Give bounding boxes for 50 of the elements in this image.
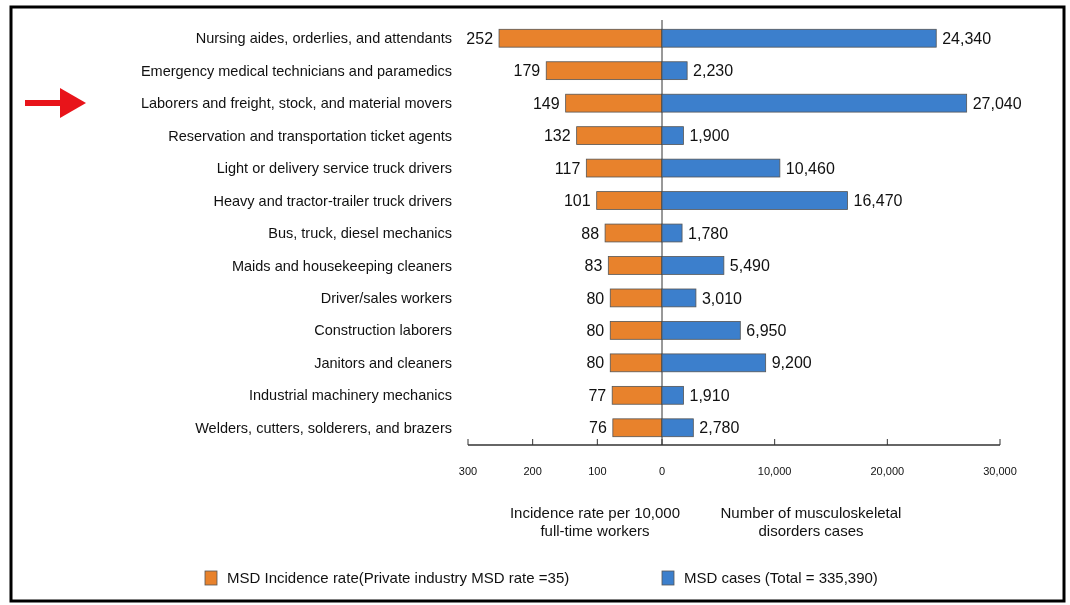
data-label: 2,780 [699, 419, 740, 437]
data-label: 5,490 [729, 257, 770, 275]
x-tick-label: 0 [658, 465, 666, 477]
y-tick-label: Light or delivery service truck drivers [216, 160, 452, 177]
y-tick-label: Reservation and transportation ticket agents [168, 127, 452, 144]
legend-label: MSD Incidence rate(Private industry MSD rate =35) [227, 569, 570, 587]
data-label: 1,780 [688, 224, 729, 242]
data-label: 88 [581, 224, 600, 242]
x-axis-title: Incidence rate per 10,000 full-time workers [509, 504, 681, 539]
data-label: 1,900 [689, 127, 730, 145]
data-label: 132 [543, 127, 571, 145]
data-label: 24,340 [942, 29, 992, 47]
x-tick-label: 100 [588, 465, 607, 477]
y-tick-label: Welders, cutters, solderers, and brazers [195, 419, 452, 436]
data-label: 80 [586, 321, 605, 339]
data-label: 117 [554, 159, 581, 177]
data-label: 101 [563, 192, 591, 210]
y-tick-label: Emergency medical technicians and paramedics [140, 62, 452, 79]
y-tick-label: Bus, truck, diesel mechanics [268, 225, 452, 242]
data-label: 80 [586, 289, 605, 307]
data-label: 2,230 [693, 62, 734, 80]
data-label: 16,470 [853, 192, 903, 210]
x-tick-label: 10,000 [757, 465, 792, 477]
data-label: 77 [588, 386, 607, 404]
data-label: 76 [589, 419, 607, 437]
y-tick-label: Heavy and tractor-trailer truck drivers [213, 192, 452, 209]
x-tick-label: 30,000 [983, 465, 1017, 477]
data-label: 3,010 [701, 289, 743, 307]
x-axis-title: Number of musculoskeletal disorders cases [720, 504, 902, 539]
data-label: 6,950 [746, 321, 787, 339]
data-label: 10,460 [785, 159, 835, 177]
x-tick-label: 200 [523, 465, 542, 477]
legend-label: MSD cases (Total = 335,390) [684, 569, 878, 587]
y-tick-label: Maids and housekeeping cleaners [231, 257, 452, 274]
y-tick-label: Industrial machinery mechanics [248, 387, 452, 404]
y-tick-label: Construction laborers [314, 322, 452, 339]
data-label: 9,200 [771, 354, 812, 372]
y-tick-label: Janitors and cleaners [314, 354, 452, 371]
data-label: 27,040 [972, 94, 1022, 112]
data-label: 179 [513, 62, 541, 80]
data-label: 80 [586, 354, 605, 372]
x-tick-label: 20,000 [870, 465, 905, 477]
y-tick-label: Laborers and freight, stock, and material movers [140, 95, 452, 112]
y-tick-label: Driver/sales workers [320, 290, 452, 306]
data-label: 149 [532, 94, 560, 112]
x-tick-label: 300 [458, 465, 478, 477]
y-tick-label: Nursing aides, orderlies, and attendants [195, 30, 452, 47]
data-label: 252 [466, 29, 494, 47]
data-label: 83 [584, 257, 603, 275]
data-label: 1,910 [689, 386, 730, 404]
